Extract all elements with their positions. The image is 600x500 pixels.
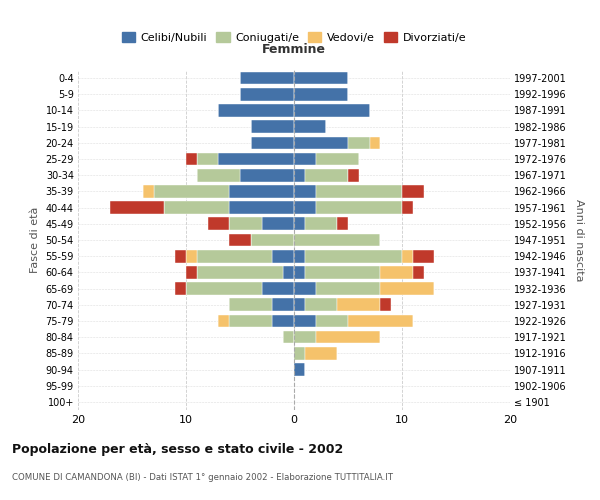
Bar: [316, 282, 380, 295]
Bar: [240, 88, 294, 101]
Bar: [413, 250, 434, 262]
Bar: [294, 136, 348, 149]
Bar: [240, 72, 294, 85]
Bar: [218, 314, 229, 328]
Bar: [272, 298, 294, 311]
Bar: [294, 331, 316, 344]
Bar: [402, 185, 424, 198]
Bar: [294, 120, 326, 133]
Bar: [251, 120, 294, 133]
Bar: [229, 298, 272, 311]
Bar: [413, 266, 424, 278]
Bar: [229, 234, 251, 246]
Bar: [283, 331, 294, 344]
Bar: [294, 266, 305, 278]
Bar: [402, 202, 413, 214]
Bar: [186, 250, 197, 262]
Bar: [197, 250, 272, 262]
Y-axis label: Anni di nascita: Anni di nascita: [574, 198, 584, 281]
Bar: [197, 266, 283, 278]
Bar: [229, 314, 272, 328]
Bar: [294, 363, 305, 376]
Bar: [380, 298, 391, 311]
Bar: [251, 136, 294, 149]
Bar: [348, 314, 413, 328]
Bar: [305, 250, 402, 262]
Legend: Celibi/Nubili, Coniugati/e, Vedovi/e, Divorziati/e: Celibi/Nubili, Coniugati/e, Vedovi/e, Di…: [118, 28, 470, 48]
Text: Femmine: Femmine: [262, 44, 326, 57]
Bar: [186, 282, 262, 295]
Bar: [240, 169, 294, 181]
Bar: [380, 266, 413, 278]
Bar: [251, 234, 294, 246]
Bar: [283, 266, 294, 278]
Bar: [229, 218, 262, 230]
Bar: [370, 136, 380, 149]
Text: Popolazione per età, sesso e stato civile - 2002: Popolazione per età, sesso e stato civil…: [12, 442, 343, 456]
Bar: [316, 314, 348, 328]
Bar: [186, 266, 197, 278]
Bar: [197, 169, 240, 181]
Bar: [305, 298, 337, 311]
Bar: [186, 152, 197, 166]
Bar: [164, 202, 229, 214]
Bar: [294, 250, 305, 262]
Bar: [294, 169, 305, 181]
Y-axis label: Fasce di età: Fasce di età: [30, 207, 40, 273]
Bar: [197, 152, 218, 166]
Bar: [229, 185, 294, 198]
Bar: [294, 72, 348, 85]
Bar: [337, 298, 380, 311]
Bar: [294, 314, 316, 328]
Bar: [348, 136, 370, 149]
Bar: [110, 202, 164, 214]
Bar: [154, 185, 229, 198]
Bar: [305, 218, 337, 230]
Bar: [175, 282, 186, 295]
Bar: [294, 282, 316, 295]
Bar: [380, 282, 434, 295]
Bar: [143, 185, 154, 198]
Bar: [294, 347, 305, 360]
Bar: [294, 88, 348, 101]
Bar: [337, 218, 348, 230]
Bar: [294, 104, 370, 117]
Bar: [305, 347, 337, 360]
Bar: [208, 218, 229, 230]
Bar: [229, 202, 294, 214]
Bar: [218, 152, 294, 166]
Bar: [262, 218, 294, 230]
Bar: [294, 218, 305, 230]
Bar: [272, 314, 294, 328]
Bar: [262, 282, 294, 295]
Bar: [175, 250, 186, 262]
Bar: [316, 202, 402, 214]
Bar: [348, 169, 359, 181]
Bar: [316, 331, 380, 344]
Bar: [316, 152, 359, 166]
Text: COMUNE DI CAMANDONA (BI) - Dati ISTAT 1° gennaio 2002 - Elaborazione TUTTITALIA.: COMUNE DI CAMANDONA (BI) - Dati ISTAT 1°…: [12, 472, 393, 482]
Bar: [294, 202, 316, 214]
Bar: [305, 169, 348, 181]
Bar: [305, 266, 380, 278]
Bar: [294, 234, 380, 246]
Bar: [294, 298, 305, 311]
Bar: [402, 250, 413, 262]
Bar: [316, 185, 402, 198]
Bar: [294, 152, 316, 166]
Bar: [294, 185, 316, 198]
Bar: [218, 104, 294, 117]
Bar: [272, 250, 294, 262]
